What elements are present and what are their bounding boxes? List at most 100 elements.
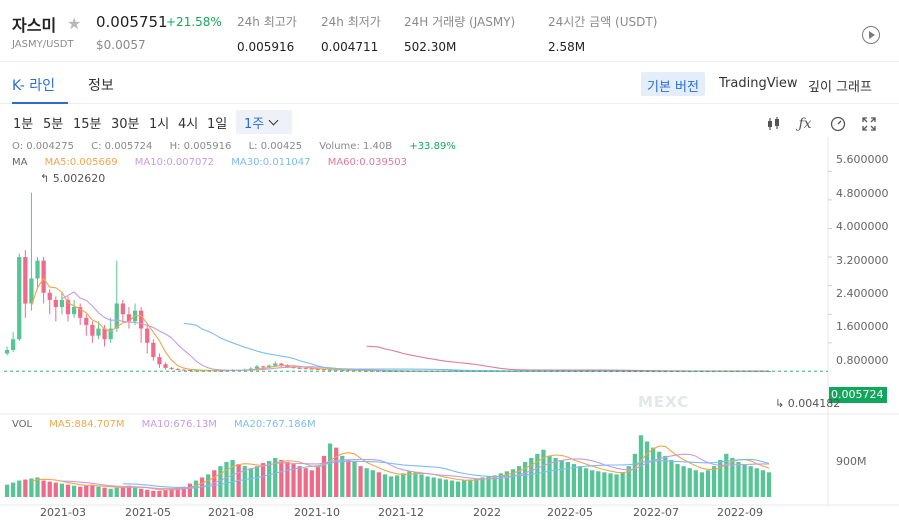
play-circle-icon[interactable]	[862, 26, 880, 44]
volume-bar	[382, 474, 388, 497]
x-tick-label: 2022-07	[633, 506, 679, 519]
tab-info[interactable]: 정보	[88, 78, 114, 94]
volume-bar	[687, 468, 692, 497]
volume-bar	[84, 485, 89, 497]
volume-bar	[535, 453, 540, 497]
interval-1d[interactable]: 1일	[207, 117, 228, 132]
vol-ma20-value: MA20:767.186M	[234, 419, 316, 430]
candle-body	[23, 257, 28, 304]
volume-bar	[486, 476, 491, 497]
candle-body	[4, 349, 10, 354]
ohlc-close: C: 0.005724	[91, 141, 153, 152]
volume-bar	[151, 490, 156, 497]
ohlc-high: H: 0.005916	[169, 141, 232, 152]
volume-bar	[59, 483, 65, 497]
ma5-value: MA5:0.005669	[44, 157, 118, 168]
interval-5m[interactable]: 5분	[43, 117, 64, 132]
y-tick-label: 3.200000	[836, 254, 889, 267]
x-tick-label: 2021-08	[208, 506, 254, 519]
y-tick-label: 1.600000	[836, 320, 889, 333]
candle-body	[248, 368, 253, 370]
volume-bar	[212, 470, 217, 497]
volume-bar	[267, 461, 272, 497]
volume-bar	[480, 477, 485, 497]
volume-bar	[748, 466, 753, 497]
volume-bar	[565, 462, 570, 497]
tab-active-underline	[12, 102, 68, 104]
candle-body	[84, 317, 89, 325]
volume-bar	[279, 459, 284, 497]
volume-bar	[78, 486, 83, 497]
candle-body	[395, 371, 400, 373]
volume-bar	[675, 464, 680, 497]
basic-version-button[interactable]: 기본 버전	[641, 72, 705, 96]
candle-body	[163, 364, 168, 368]
candle-style-icon[interactable]	[766, 116, 782, 132]
stat-24h-volume: 24H 거래량 (JASMY) 502.30M	[404, 13, 515, 54]
candle-body	[388, 371, 394, 373]
stat-24h-amount: 24시간 금액 (USDT) 2.58M	[548, 13, 657, 54]
candle-body	[90, 324, 95, 336]
fullscreen-icon[interactable]	[861, 116, 877, 132]
candle-body	[309, 368, 314, 370]
interval-15m[interactable]: 15분	[73, 117, 102, 132]
volume-bar	[462, 480, 467, 497]
depth-chart-button[interactable]: 깊이 그래프	[808, 80, 872, 95]
volume-bar	[504, 471, 509, 497]
volume-bar	[401, 473, 406, 497]
volume-bar	[242, 466, 247, 497]
stat-value: 502.30M	[404, 40, 457, 54]
volume-bar	[4, 484, 10, 497]
volume-bar	[352, 462, 357, 497]
volume-bar	[437, 478, 442, 497]
interval-1w-dropdown[interactable]: 1주	[236, 110, 292, 134]
volume-bar	[340, 455, 345, 497]
volume-bar	[711, 466, 717, 497]
tab-kline[interactable]: K- 라인	[12, 78, 55, 94]
volume-bar	[681, 466, 686, 497]
stat-label: 24h 최고가	[237, 15, 297, 29]
settings-gauge-icon[interactable]	[830, 116, 846, 132]
y-tick-label: 0.800000	[836, 354, 889, 367]
volume-bar	[114, 487, 119, 497]
volume-bar	[425, 476, 430, 497]
volume-bar	[559, 459, 564, 497]
candle-body	[59, 299, 65, 308]
candle-body	[17, 257, 22, 340]
vol-label: VOL	[12, 419, 33, 430]
x-tick-label: 2021-10	[294, 506, 340, 519]
volume-bar	[248, 468, 253, 497]
volume-bar	[157, 490, 162, 497]
candle-body	[267, 365, 272, 368]
candle-body	[145, 328, 150, 343]
candle-body	[108, 328, 113, 340]
volume-bar	[47, 481, 52, 497]
volume-bar	[620, 472, 625, 497]
price-chart[interactable]	[0, 137, 899, 521]
candle-body	[297, 367, 302, 369]
tradingview-button[interactable]: TradingView	[719, 76, 798, 91]
volume-bar	[455, 481, 461, 497]
volume-bar	[651, 447, 656, 497]
volume-bar	[193, 480, 199, 497]
interval-4h[interactable]: 4시	[178, 117, 199, 132]
favorite-star-icon[interactable]: ★	[67, 14, 82, 33]
ohlc-legend: O: 0.004275 C: 0.005724 H: 0.005916 L: 0…	[12, 141, 470, 152]
stat-label: 24h 최저가	[321, 15, 381, 29]
volume-bar	[449, 480, 455, 497]
interval-30m[interactable]: 30분	[111, 117, 140, 132]
candle-body	[53, 299, 58, 308]
volume-bar	[346, 459, 351, 497]
stat-value: 0.004711	[321, 40, 379, 54]
volume-bar	[309, 470, 314, 497]
volume-bar	[315, 466, 321, 497]
volume-bar	[523, 462, 528, 497]
volume-bar	[693, 470, 698, 497]
interval-1h[interactable]: 1시	[149, 117, 170, 132]
volume-bar	[571, 464, 577, 497]
indicator-fx-icon[interactable]: ƒx	[798, 116, 812, 132]
pair-block[interactable]: 자스미 ★ JASMY/USDT	[12, 12, 81, 50]
volume-bar	[53, 482, 58, 497]
chevron-down-icon	[268, 115, 279, 126]
interval-1m[interactable]: 1분	[13, 117, 34, 132]
